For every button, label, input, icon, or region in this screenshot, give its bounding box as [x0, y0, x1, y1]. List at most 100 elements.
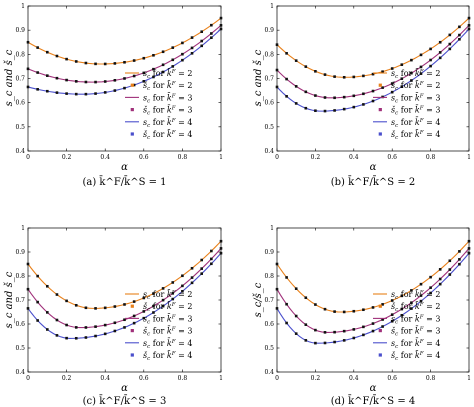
series-marker-kF2	[333, 310, 336, 313]
series-marker-kF3	[181, 52, 184, 56]
series-marker-kF4	[390, 90, 394, 94]
series-marker-kF4	[410, 307, 413, 310]
series-marker-kF3	[26, 287, 30, 291]
chart-panel-3: 0 0.2 0.4 0.6 0.8 1 0.4 0.5 0.6 0.7 0.8 0.9 1 α s_c an…	[4, 225, 223, 407]
series-marker-kF2	[46, 284, 49, 288]
series-marker-kF2	[467, 239, 471, 243]
legend-marker-swatch	[130, 132, 134, 136]
series-marker-kF3	[65, 78, 68, 82]
series-marker-kF3	[142, 310, 146, 313]
y-tick-label: 0.5	[15, 345, 25, 352]
series-marker-kF3	[410, 301, 413, 305]
series-marker-kF3	[132, 74, 136, 78]
x-tick-label: 0	[26, 154, 30, 161]
x-tick-label: 0.6	[387, 375, 397, 382]
series-marker-kF4	[285, 95, 288, 98]
series-marker-kF2	[342, 75, 346, 79]
x-tick-label: 1	[219, 375, 223, 382]
series-marker-kF4	[304, 106, 308, 110]
series-marker-kF4	[285, 321, 288, 325]
series-marker-kF2	[171, 281, 175, 284]
series-marker-kF4	[181, 289, 184, 293]
y-axis-label: s_c/š_c	[253, 282, 264, 317]
series-marker-kF3	[448, 42, 452, 46]
series-marker-kF4	[429, 291, 432, 295]
series-marker-kF3	[275, 68, 279, 72]
y-tick-label: 0.7	[264, 297, 274, 304]
legend-label: sc for k̄F = 2	[391, 289, 440, 301]
series-marker-kF3	[400, 307, 404, 311]
series-marker-kF2	[381, 303, 384, 306]
series-marker-kF2	[219, 16, 223, 20]
legend-label: šc for k̄F = 4	[143, 350, 192, 362]
x-axis-label: α	[121, 383, 128, 394]
series-marker-kF3	[438, 51, 442, 54]
series-marker-kF2	[390, 299, 394, 302]
series-marker-kF3	[190, 46, 194, 50]
legend-label: sc for k̄F = 2	[143, 289, 192, 301]
series-marker-kF4	[314, 109, 317, 113]
series-marker-kF4	[294, 102, 298, 105]
series-marker-kF2	[390, 67, 394, 70]
series-marker-kF4	[210, 36, 213, 40]
series-marker-kF3	[36, 71, 39, 74]
legend-label: šc for k̄F = 4	[391, 129, 440, 141]
series-marker-kF3	[171, 58, 175, 62]
series-marker-kF4	[458, 37, 461, 41]
series-marker-kF3	[294, 314, 298, 318]
series-marker-kF2	[419, 282, 423, 286]
series-marker-kF3	[458, 33, 461, 37]
series-marker-kF2	[200, 258, 203, 262]
series-marker-kF4	[26, 307, 30, 310]
x-tick-label: 0.8	[178, 154, 188, 161]
series-marker-kF4	[103, 332, 107, 336]
series-marker-kF2	[314, 69, 317, 73]
series-marker-kF4	[113, 89, 117, 92]
series-marker-kF4	[123, 86, 126, 90]
series-marker-kF3	[381, 318, 384, 321]
series-marker-kF3	[285, 302, 288, 306]
y-tick-label: 0.4	[264, 369, 274, 376]
legend-marker-swatch	[378, 108, 382, 112]
panel-caption: (d) k̄^F/k̄^S = 4	[331, 395, 416, 407]
series-marker-kF2	[65, 299, 68, 303]
series-marker-kF4	[429, 64, 432, 68]
legend-label: šc for k̄F = 4	[143, 129, 192, 141]
series-marker-kF2	[285, 276, 288, 279]
series-marker-kF4	[171, 297, 175, 301]
series-marker-kF4	[458, 262, 461, 266]
legend-label: sc for k̄F = 4	[391, 338, 440, 350]
series-marker-kF4	[400, 85, 404, 88]
legend: sc for k̄F = 2šc for k̄F = 2sc for k̄F =…	[373, 289, 440, 362]
series-marker-kF4	[94, 334, 97, 338]
series-marker-kF2	[123, 60, 126, 64]
y-tick-label: 0.4	[15, 148, 25, 155]
series-marker-kF4	[304, 339, 308, 342]
series-marker-kF3	[132, 314, 136, 318]
x-tick-label: 0.4	[349, 375, 359, 382]
series-marker-kF3	[285, 77, 288, 81]
series-marker-kF4	[132, 321, 136, 325]
series-marker-kF3	[200, 39, 203, 43]
series-marker-kF3	[448, 268, 452, 271]
series-marker-kF2	[210, 23, 213, 27]
legend-label: šc for k̄F = 2	[143, 80, 192, 92]
series-marker-kF2	[410, 289, 413, 292]
series-marker-kF2	[323, 73, 327, 76]
series-marker-kF4	[314, 341, 317, 345]
series-marker-kF3	[103, 323, 107, 327]
legend-marker-swatch	[378, 304, 382, 308]
series-marker-kF2	[152, 292, 155, 295]
series-marker-kF4	[74, 92, 78, 96]
y-axis-label: s_c and š_c	[4, 49, 15, 106]
series-marker-kF3	[429, 58, 432, 62]
series-marker-kF3	[26, 67, 30, 71]
series-marker-kF3	[342, 329, 346, 333]
series-marker-kF2	[152, 53, 155, 57]
legend-label: šc for k̄F = 2	[143, 301, 192, 313]
y-tick-label: 0.5	[264, 124, 274, 131]
series-marker-kF3	[84, 80, 88, 84]
series-marker-kF4	[362, 103, 365, 106]
series-marker-kF3	[181, 284, 184, 288]
